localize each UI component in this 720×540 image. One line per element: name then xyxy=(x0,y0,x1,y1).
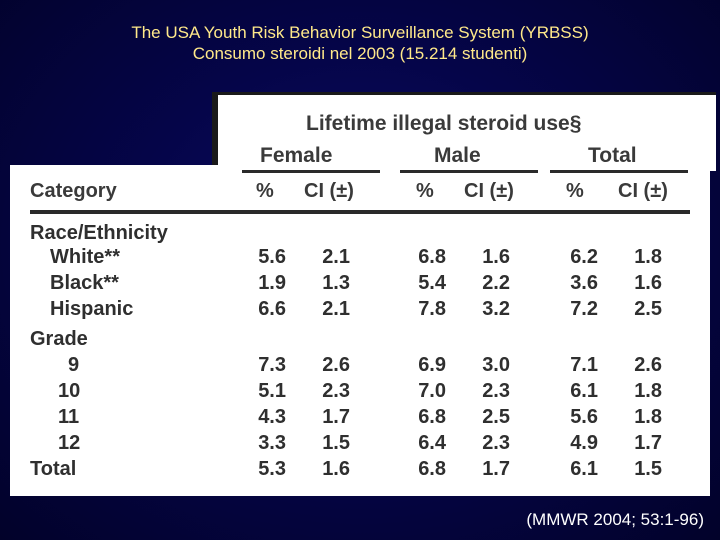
table-cell: 7.2 xyxy=(570,298,598,320)
table-cell: 1.7 xyxy=(634,432,662,454)
table-cell: 3.0 xyxy=(482,354,510,376)
table-cell: 1.8 xyxy=(634,406,662,428)
row-label: 12 xyxy=(58,432,81,454)
section-race-ethnicity: Race/Ethnicity xyxy=(30,222,168,244)
table-cell: 6.6 xyxy=(258,298,286,320)
col-female-ci: CI (±) xyxy=(304,180,354,202)
table-cell: 1.5 xyxy=(322,432,350,454)
table-cell: 5.3 xyxy=(258,458,286,480)
rule-column-headers xyxy=(30,210,690,214)
category-header: Category xyxy=(30,180,117,202)
table-cell: 6.1 xyxy=(570,380,598,402)
table-cell: 7.1 xyxy=(570,354,598,376)
rule-female xyxy=(242,170,380,173)
group-header-male: Male xyxy=(434,144,481,167)
table-cell: 2.1 xyxy=(322,298,350,320)
table-cell: 2.1 xyxy=(322,246,350,268)
table-cell: 2.3 xyxy=(482,432,510,454)
table-cell: 6.2 xyxy=(570,246,598,268)
table-header-panel xyxy=(212,92,716,171)
table-cell: 2.5 xyxy=(634,298,662,320)
rule-male xyxy=(400,170,538,173)
table-cell: 6.1 xyxy=(570,458,598,480)
table-cell: 6.4 xyxy=(418,432,446,454)
col-female-pct: % xyxy=(256,180,274,202)
col-male-pct: % xyxy=(416,180,434,202)
col-total-ci: CI (±) xyxy=(618,180,668,202)
table-cell: 6.8 xyxy=(418,406,446,428)
row-label: 11 xyxy=(58,406,80,428)
table-cell: 3.6 xyxy=(570,272,598,294)
table-body-panel xyxy=(10,165,710,496)
table-cell: 2.5 xyxy=(482,406,510,428)
row-label: Black** xyxy=(50,272,119,294)
table-cell: 1.8 xyxy=(634,246,662,268)
group-header-total: Total xyxy=(588,144,637,167)
super-header: Lifetime illegal steroid use§ xyxy=(306,112,582,135)
table-cell: 1.7 xyxy=(322,406,350,428)
slide-title: The USA Youth Risk Behavior Surveillance… xyxy=(0,22,720,64)
table-cell: 5.4 xyxy=(418,272,446,294)
table-cell: 1.6 xyxy=(634,272,662,294)
table-cell: 1.8 xyxy=(634,380,662,402)
group-header-female: Female xyxy=(260,144,333,167)
table-cell: 5.6 xyxy=(570,406,598,428)
table-cell: 1.9 xyxy=(258,272,286,294)
row-label: White** xyxy=(50,246,120,268)
rule-total xyxy=(550,170,688,173)
row-label: Hispanic xyxy=(50,298,134,320)
table-cell: 4.9 xyxy=(570,432,598,454)
table-cell: 5.6 xyxy=(258,246,286,268)
table-cell: 7.0 xyxy=(418,380,446,402)
table-cell: 2.3 xyxy=(322,380,350,402)
table-cell: 6.8 xyxy=(418,458,446,480)
col-total-pct: % xyxy=(566,180,584,202)
col-male-ci: CI (±) xyxy=(464,180,514,202)
table-cell: 6.8 xyxy=(418,246,446,268)
table-cell: 1.5 xyxy=(634,458,662,480)
table-cell: 1.6 xyxy=(482,246,510,268)
table-cell: 2.6 xyxy=(322,354,350,376)
citation: (MMWR 2004; 53:1-96) xyxy=(526,510,704,529)
title-line-1: The USA Youth Risk Behavior Surveillance… xyxy=(131,23,589,42)
table-cell: 2.6 xyxy=(634,354,662,376)
table-cell: 1.7 xyxy=(482,458,510,480)
row-label: 10 xyxy=(58,380,81,402)
row-label: 9 xyxy=(68,354,80,376)
table-cell: 6.9 xyxy=(418,354,446,376)
section-grade: Grade xyxy=(30,328,88,350)
steroid-use-table: Lifetime illegal steroid use§ Female Mal… xyxy=(10,92,716,496)
table-cell: 1.6 xyxy=(322,458,350,480)
title-line-2: Consumo steroidi nel 2003 (15.214 studen… xyxy=(192,44,528,63)
table-cell: 3.3 xyxy=(258,432,286,454)
table-cell: 1.3 xyxy=(322,272,350,294)
table-cell: 3.2 xyxy=(482,298,510,320)
table-cell: 7.3 xyxy=(258,354,286,376)
table-cell: 4.3 xyxy=(258,406,286,428)
table-cell: 7.8 xyxy=(418,298,446,320)
table-cell: 2.2 xyxy=(482,272,510,294)
row-label-total: Total xyxy=(30,458,77,480)
table-cell: 5.1 xyxy=(258,380,286,402)
table-cell: 2.3 xyxy=(482,380,510,402)
